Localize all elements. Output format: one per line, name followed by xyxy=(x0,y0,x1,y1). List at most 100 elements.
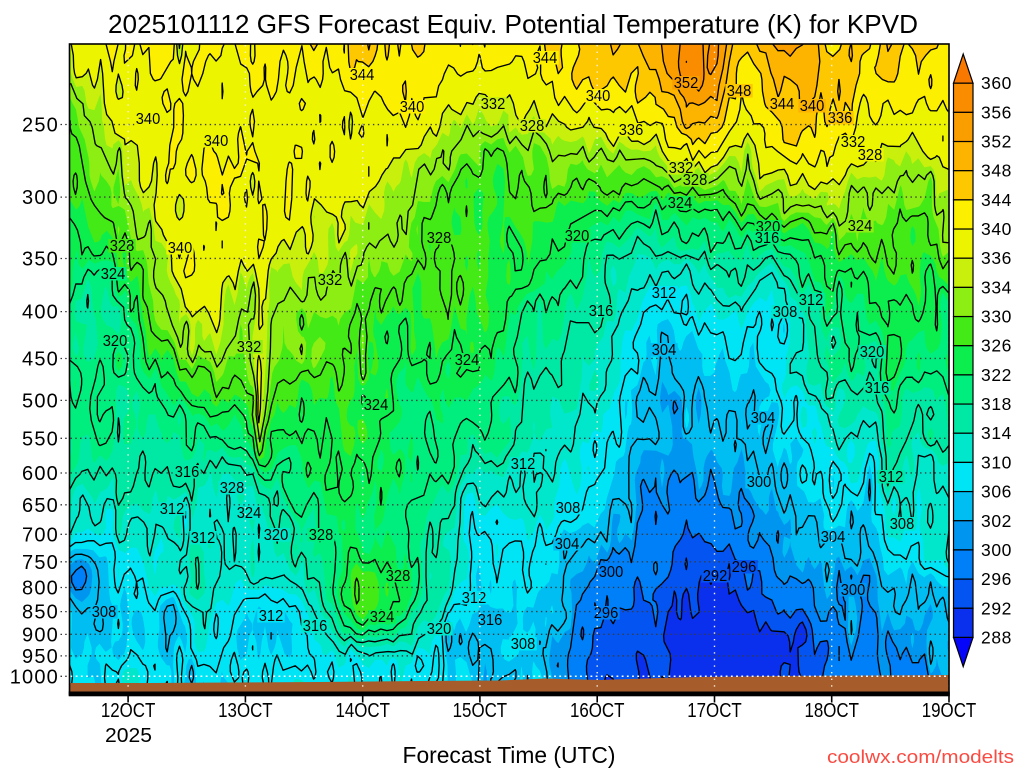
svg-text:296: 296 xyxy=(732,559,757,576)
svg-text:300: 300 xyxy=(841,582,866,599)
svg-text:500: 500 xyxy=(22,390,59,412)
svg-text:352: 352 xyxy=(674,75,699,92)
svg-text:336: 336 xyxy=(828,110,853,127)
svg-text:308: 308 xyxy=(511,636,536,653)
svg-text:344: 344 xyxy=(533,50,558,67)
svg-text:950: 950 xyxy=(22,646,59,668)
svg-text:340: 340 xyxy=(981,219,1012,239)
svg-text:600: 600 xyxy=(22,463,59,485)
svg-text:18OCT: 18OCT xyxy=(804,700,859,722)
svg-text:332: 332 xyxy=(841,134,866,151)
svg-text:330: 330 xyxy=(981,307,1012,327)
svg-text:310: 310 xyxy=(981,452,1012,472)
svg-text:316: 316 xyxy=(303,618,328,635)
svg-text:332: 332 xyxy=(481,96,506,113)
svg-text:400: 400 xyxy=(22,302,59,324)
svg-text:336: 336 xyxy=(619,122,644,139)
svg-text:316: 316 xyxy=(755,230,780,247)
svg-text:15OCT: 15OCT xyxy=(453,700,508,722)
svg-text:324: 324 xyxy=(370,609,395,626)
svg-text:312: 312 xyxy=(160,501,185,518)
svg-text:332: 332 xyxy=(237,339,262,356)
svg-text:312: 312 xyxy=(259,608,284,625)
svg-text:320: 320 xyxy=(103,333,128,350)
svg-text:300: 300 xyxy=(22,187,59,209)
svg-text:304: 304 xyxy=(821,529,846,546)
svg-text:314: 314 xyxy=(981,423,1012,443)
svg-text:308: 308 xyxy=(556,500,581,517)
svg-text:304: 304 xyxy=(751,410,776,427)
svg-text:650: 650 xyxy=(22,495,59,517)
svg-text:332: 332 xyxy=(318,272,343,289)
svg-text:324: 324 xyxy=(848,218,873,235)
svg-text:340: 340 xyxy=(800,98,825,115)
svg-text:332: 332 xyxy=(669,160,694,177)
svg-text:328: 328 xyxy=(858,147,883,164)
svg-text:300: 300 xyxy=(981,540,1012,560)
svg-text:328: 328 xyxy=(386,568,411,585)
svg-text:320: 320 xyxy=(860,344,885,361)
svg-text:324: 324 xyxy=(364,397,389,414)
svg-text:348: 348 xyxy=(727,83,752,100)
svg-text:352: 352 xyxy=(981,132,1012,152)
svg-text:328: 328 xyxy=(427,230,452,247)
svg-text:312: 312 xyxy=(511,456,536,473)
svg-text:328: 328 xyxy=(110,238,135,255)
svg-text:312: 312 xyxy=(652,285,677,302)
svg-text:308: 308 xyxy=(92,604,117,621)
svg-text:312: 312 xyxy=(799,292,824,309)
svg-text:320: 320 xyxy=(264,527,289,544)
svg-text:316: 316 xyxy=(175,464,200,481)
svg-text:324: 324 xyxy=(668,195,693,212)
svg-text:312: 312 xyxy=(191,530,216,547)
svg-text:316: 316 xyxy=(589,303,614,320)
svg-text:296: 296 xyxy=(594,605,619,622)
svg-text:340: 340 xyxy=(586,88,611,105)
svg-text:318: 318 xyxy=(981,394,1012,414)
svg-text:328: 328 xyxy=(683,172,708,189)
svg-text:360: 360 xyxy=(981,73,1012,93)
svg-text:324: 324 xyxy=(237,505,262,522)
svg-text:850: 850 xyxy=(22,602,59,624)
svg-text:312: 312 xyxy=(462,590,487,607)
svg-text:320: 320 xyxy=(427,621,452,638)
svg-text:308: 308 xyxy=(890,516,915,533)
svg-text:356: 356 xyxy=(981,102,1012,122)
svg-text:300: 300 xyxy=(599,564,624,581)
svg-text:316: 316 xyxy=(478,612,503,629)
svg-text:Forecast Time (UTC): Forecast Time (UTC) xyxy=(403,742,616,768)
svg-text:328: 328 xyxy=(220,480,245,497)
svg-text:250: 250 xyxy=(22,115,59,137)
svg-text:320: 320 xyxy=(565,228,590,245)
svg-text:348: 348 xyxy=(981,161,1012,181)
svg-text:350: 350 xyxy=(22,249,59,271)
svg-text:326: 326 xyxy=(981,336,1012,356)
svg-text:340: 340 xyxy=(400,99,425,116)
svg-text:344: 344 xyxy=(350,67,375,84)
svg-text:12OCT: 12OCT xyxy=(101,700,156,722)
svg-text:334: 334 xyxy=(981,277,1012,297)
svg-text:308: 308 xyxy=(773,304,798,321)
svg-text:316: 316 xyxy=(865,380,890,397)
svg-text:324: 324 xyxy=(101,266,126,283)
svg-text:700: 700 xyxy=(22,524,59,546)
svg-text:304: 304 xyxy=(555,536,580,553)
svg-text:292: 292 xyxy=(981,598,1012,618)
svg-text:14OCT: 14OCT xyxy=(335,700,390,722)
svg-text:336: 336 xyxy=(981,248,1012,268)
svg-text:328: 328 xyxy=(309,527,334,544)
svg-text:2025: 2025 xyxy=(105,725,152,747)
svg-text:288: 288 xyxy=(981,627,1012,647)
svg-text:16OCT: 16OCT xyxy=(570,700,625,722)
svg-text:312: 312 xyxy=(879,469,904,486)
svg-text:17OCT: 17OCT xyxy=(687,700,742,722)
svg-text:750: 750 xyxy=(22,552,59,574)
svg-text:1000: 1000 xyxy=(10,666,59,688)
svg-text:550: 550 xyxy=(22,428,59,450)
svg-text:800: 800 xyxy=(22,578,59,600)
svg-text:304: 304 xyxy=(652,342,677,359)
svg-text:322: 322 xyxy=(981,365,1012,385)
svg-text:2025101112 GFS Forecast Equiv.: 2025101112 GFS Forecast Equiv. Potential… xyxy=(108,9,918,39)
svg-text:340: 340 xyxy=(136,111,161,128)
svg-text:coolwx.com/modelts: coolwx.com/modelts xyxy=(827,747,1014,767)
